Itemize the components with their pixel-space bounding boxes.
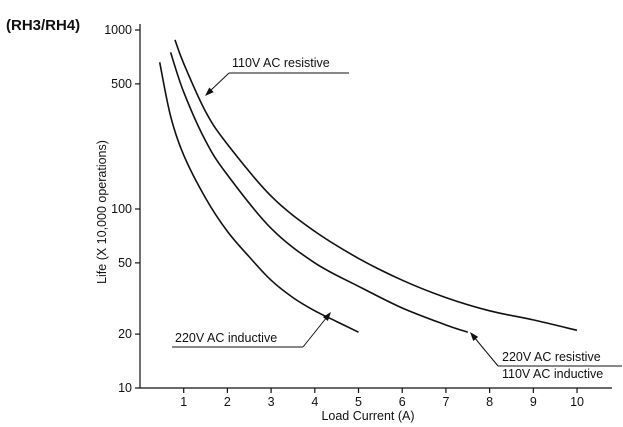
x-axis-title: Load Current (A) — [321, 409, 414, 423]
x-tick-label: 5 — [355, 395, 362, 409]
x-tick-label: 10 — [570, 395, 584, 409]
annotation-arrow — [470, 332, 479, 341]
x-tick-label: 8 — [486, 395, 493, 409]
x-tick-label: 4 — [311, 395, 318, 409]
y-tick-label: 1000 — [104, 23, 132, 37]
x-tick-label: 3 — [268, 395, 275, 409]
x-tick-label: 6 — [399, 395, 406, 409]
y-axis-title: Life (X 10,000 operations) — [95, 140, 109, 284]
annotation-220v-inductive: 220V AC inductive — [175, 331, 277, 345]
annotation-110v-inductive: 110V AC inductive — [502, 367, 603, 381]
x-tick-label: 7 — [442, 395, 449, 409]
y-axis-title-text: Life (X 10,000 operations) — [95, 140, 109, 284]
axes: 1 2 3 4 5 6 7 8 9 10 10 20 50 100 500 1000 — [104, 23, 612, 409]
x-tick-label: 2 — [224, 395, 231, 409]
curve-220v-resistive-110v-inductive — [169, 52, 469, 333]
annotation-110v-resistive: 110V AC resistive — [232, 56, 330, 70]
y-tick-label: 10 — [118, 381, 132, 395]
annotation-leader — [473, 336, 499, 367]
annotation-220v-resistive: 220V AC resistive — [502, 350, 601, 364]
curves — [158, 39, 578, 333]
annotations: 110V AC resistive 220V AC resistive 110V A… — [172, 56, 622, 381]
curve-110v-resistive — [174, 39, 578, 332]
y-tick-label: 500 — [111, 77, 132, 91]
y-tick-label: 20 — [118, 327, 132, 341]
x-tick-label: 1 — [180, 395, 187, 409]
chart-title: (RH3/RH4) — [6, 17, 80, 34]
annotation-leader — [302, 316, 328, 348]
x-tick-label: 9 — [530, 395, 537, 409]
annotation-arrow — [322, 312, 331, 322]
y-tick-label: 100 — [111, 202, 132, 216]
annotation-arrow — [205, 87, 214, 96]
y-tick-label: 50 — [118, 256, 132, 270]
annotation-leader — [208, 72, 230, 93]
curve-220v-inductive — [158, 62, 359, 333]
